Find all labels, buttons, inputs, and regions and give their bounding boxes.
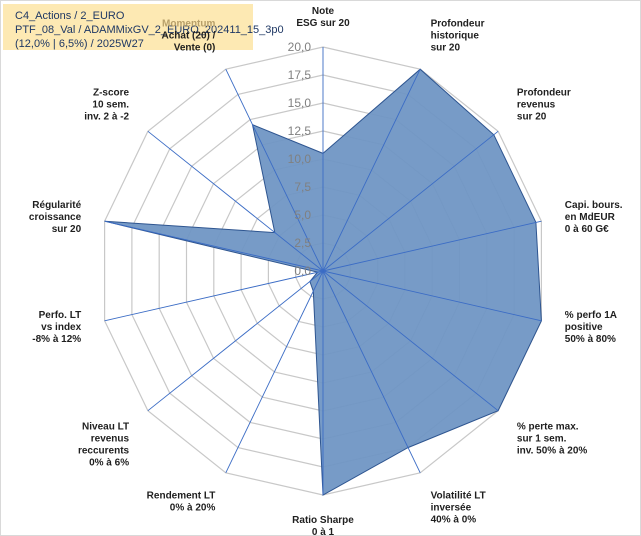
axis-spoke bbox=[104, 220, 324, 272]
axis-spoke bbox=[322, 69, 421, 272]
axis-label: Momentum Achat (20) / Vente (0) bbox=[161, 19, 215, 54]
radial-tick-label: 12,5 bbox=[288, 124, 312, 138]
axis-label-line: Ratio Sharpe bbox=[292, 515, 354, 526]
axis-label-line: Z-score bbox=[93, 87, 130, 98]
axis-label-line: Momentum bbox=[162, 19, 215, 30]
axis-label: Note ESG sur 20 bbox=[296, 6, 350, 29]
axis-label-line: Capi. bours. bbox=[565, 200, 623, 211]
axis-label-line: % perfo 1A bbox=[565, 310, 617, 321]
axis-label-line: Niveau LT bbox=[82, 422, 129, 433]
axis-label: Ratio Sharpe 0 à 1 bbox=[292, 515, 354, 535]
axis-label-line: reccurents bbox=[78, 446, 130, 457]
header-line-1: C4_Actions / 2_EURO bbox=[15, 10, 125, 22]
radial-tick-label: 20,0 bbox=[288, 40, 312, 54]
axis-label-line: positive bbox=[565, 322, 603, 333]
axis-label-line: Volatilité LT bbox=[431, 490, 486, 501]
header-line-3: (12,0% | 6,5%) / 2025W27 bbox=[15, 38, 144, 50]
axis-spoke bbox=[147, 270, 324, 412]
axis-label-line: Note bbox=[312, 6, 335, 17]
axis-label-line: -8% à 12% bbox=[32, 334, 81, 345]
axis-spoke bbox=[225, 69, 324, 272]
axis-label-line: revenus bbox=[517, 99, 556, 110]
axis-label: Niveau LT revenus reccurents 0% à 6% bbox=[78, 422, 130, 469]
axis-spoke bbox=[147, 130, 324, 272]
axis-label-line: Régularité bbox=[32, 200, 81, 211]
axis-label-line: 0% à 6% bbox=[89, 458, 129, 469]
axis-label: Z-score 10 sem. inv. 2 à -2 bbox=[84, 87, 129, 122]
axis-label-line: 10 sem. bbox=[92, 99, 129, 110]
axis-label: Rendement LT 0% à 20% bbox=[147, 490, 216, 513]
header-line-2: PTF_08_Val / ADAMMixGV_2_EURO_202411_15_… bbox=[15, 24, 284, 36]
axis-label-line: Profondeur bbox=[517, 87, 571, 98]
axis-spoke bbox=[225, 270, 324, 473]
axis-spoke bbox=[322, 270, 421, 473]
axis-label-line: sur 20 bbox=[52, 224, 82, 235]
axis-label-line: 0% à 20% bbox=[170, 502, 216, 513]
axis-spoke bbox=[322, 130, 499, 272]
chart-header: C4_Actions / 2_EURO PTF_08_Val / ADAMMix… bbox=[3, 4, 284, 50]
axis-label: Capi. bours. en MdEUR 0 à 60 G€ bbox=[565, 200, 623, 235]
axis-label-line: historique bbox=[431, 31, 480, 42]
radial-tick-label: 5,0 bbox=[294, 208, 311, 222]
axis-label-line: sur 20 bbox=[431, 43, 461, 54]
axis-label-line: Achat (20) / bbox=[161, 31, 215, 42]
axis-label-line: vs index bbox=[41, 322, 81, 333]
axis-label: Régularité croissance sur 20 bbox=[29, 200, 82, 235]
axis-spoke bbox=[322, 270, 542, 322]
axis-label: Perfo. LT vs index -8% à 12% bbox=[32, 310, 81, 345]
axis-spoke bbox=[104, 270, 324, 322]
axis-label: % perfo 1A positive 50% à 80% bbox=[565, 310, 617, 345]
axis-label-line: sur 20 bbox=[517, 111, 547, 122]
axis-label-line: inv. 2 à -2 bbox=[84, 111, 129, 122]
axis-label-line: 0 à 1 bbox=[312, 527, 335, 535]
axis-label: Profondeur historique sur 20 bbox=[431, 19, 485, 54]
axis-label-line: sur 1 sem. bbox=[517, 434, 567, 445]
radial-tick-label: 7,5 bbox=[294, 180, 311, 194]
axis-label: Profondeur revenus sur 20 bbox=[517, 87, 571, 122]
axis-label-line: inversée bbox=[431, 502, 472, 513]
axis-label-line: en MdEUR bbox=[565, 212, 616, 223]
axis-label-line: Rendement LT bbox=[147, 490, 216, 501]
axis-label-line: ESG sur 20 bbox=[296, 18, 350, 29]
axis-label: Volatilité LT inversée 40% à 0% bbox=[431, 490, 486, 525]
axis-spoke bbox=[322, 270, 499, 412]
axis-label-line: % perte max. bbox=[517, 422, 579, 433]
axis-label-line: 50% à 80% bbox=[565, 334, 616, 345]
radial-tick-label: 2,5 bbox=[294, 236, 311, 250]
radial-tick-label: 10,0 bbox=[288, 152, 312, 166]
axis-spoke bbox=[322, 220, 542, 272]
axis-label-line: croissance bbox=[29, 212, 82, 223]
axis-label-line: Vente (0) bbox=[174, 43, 216, 54]
axis-label-line: Perfo. LT bbox=[39, 310, 82, 321]
axis-label-line: inv. 50% à 20% bbox=[517, 446, 588, 457]
radial-tick-label: 17,5 bbox=[288, 68, 312, 82]
axis-label-line: 40% à 0% bbox=[431, 514, 477, 525]
axis-label-line: Profondeur bbox=[431, 19, 485, 30]
radial-tick-label: 0,0 bbox=[294, 264, 311, 278]
radial-tick-label: 15,0 bbox=[288, 96, 312, 110]
axis-label-line: revenus bbox=[91, 434, 130, 445]
axis-label-line: 0 à 60 G€ bbox=[565, 224, 609, 235]
axis-label: % perte max. sur 1 sem. inv. 50% à 20% bbox=[517, 422, 588, 457]
